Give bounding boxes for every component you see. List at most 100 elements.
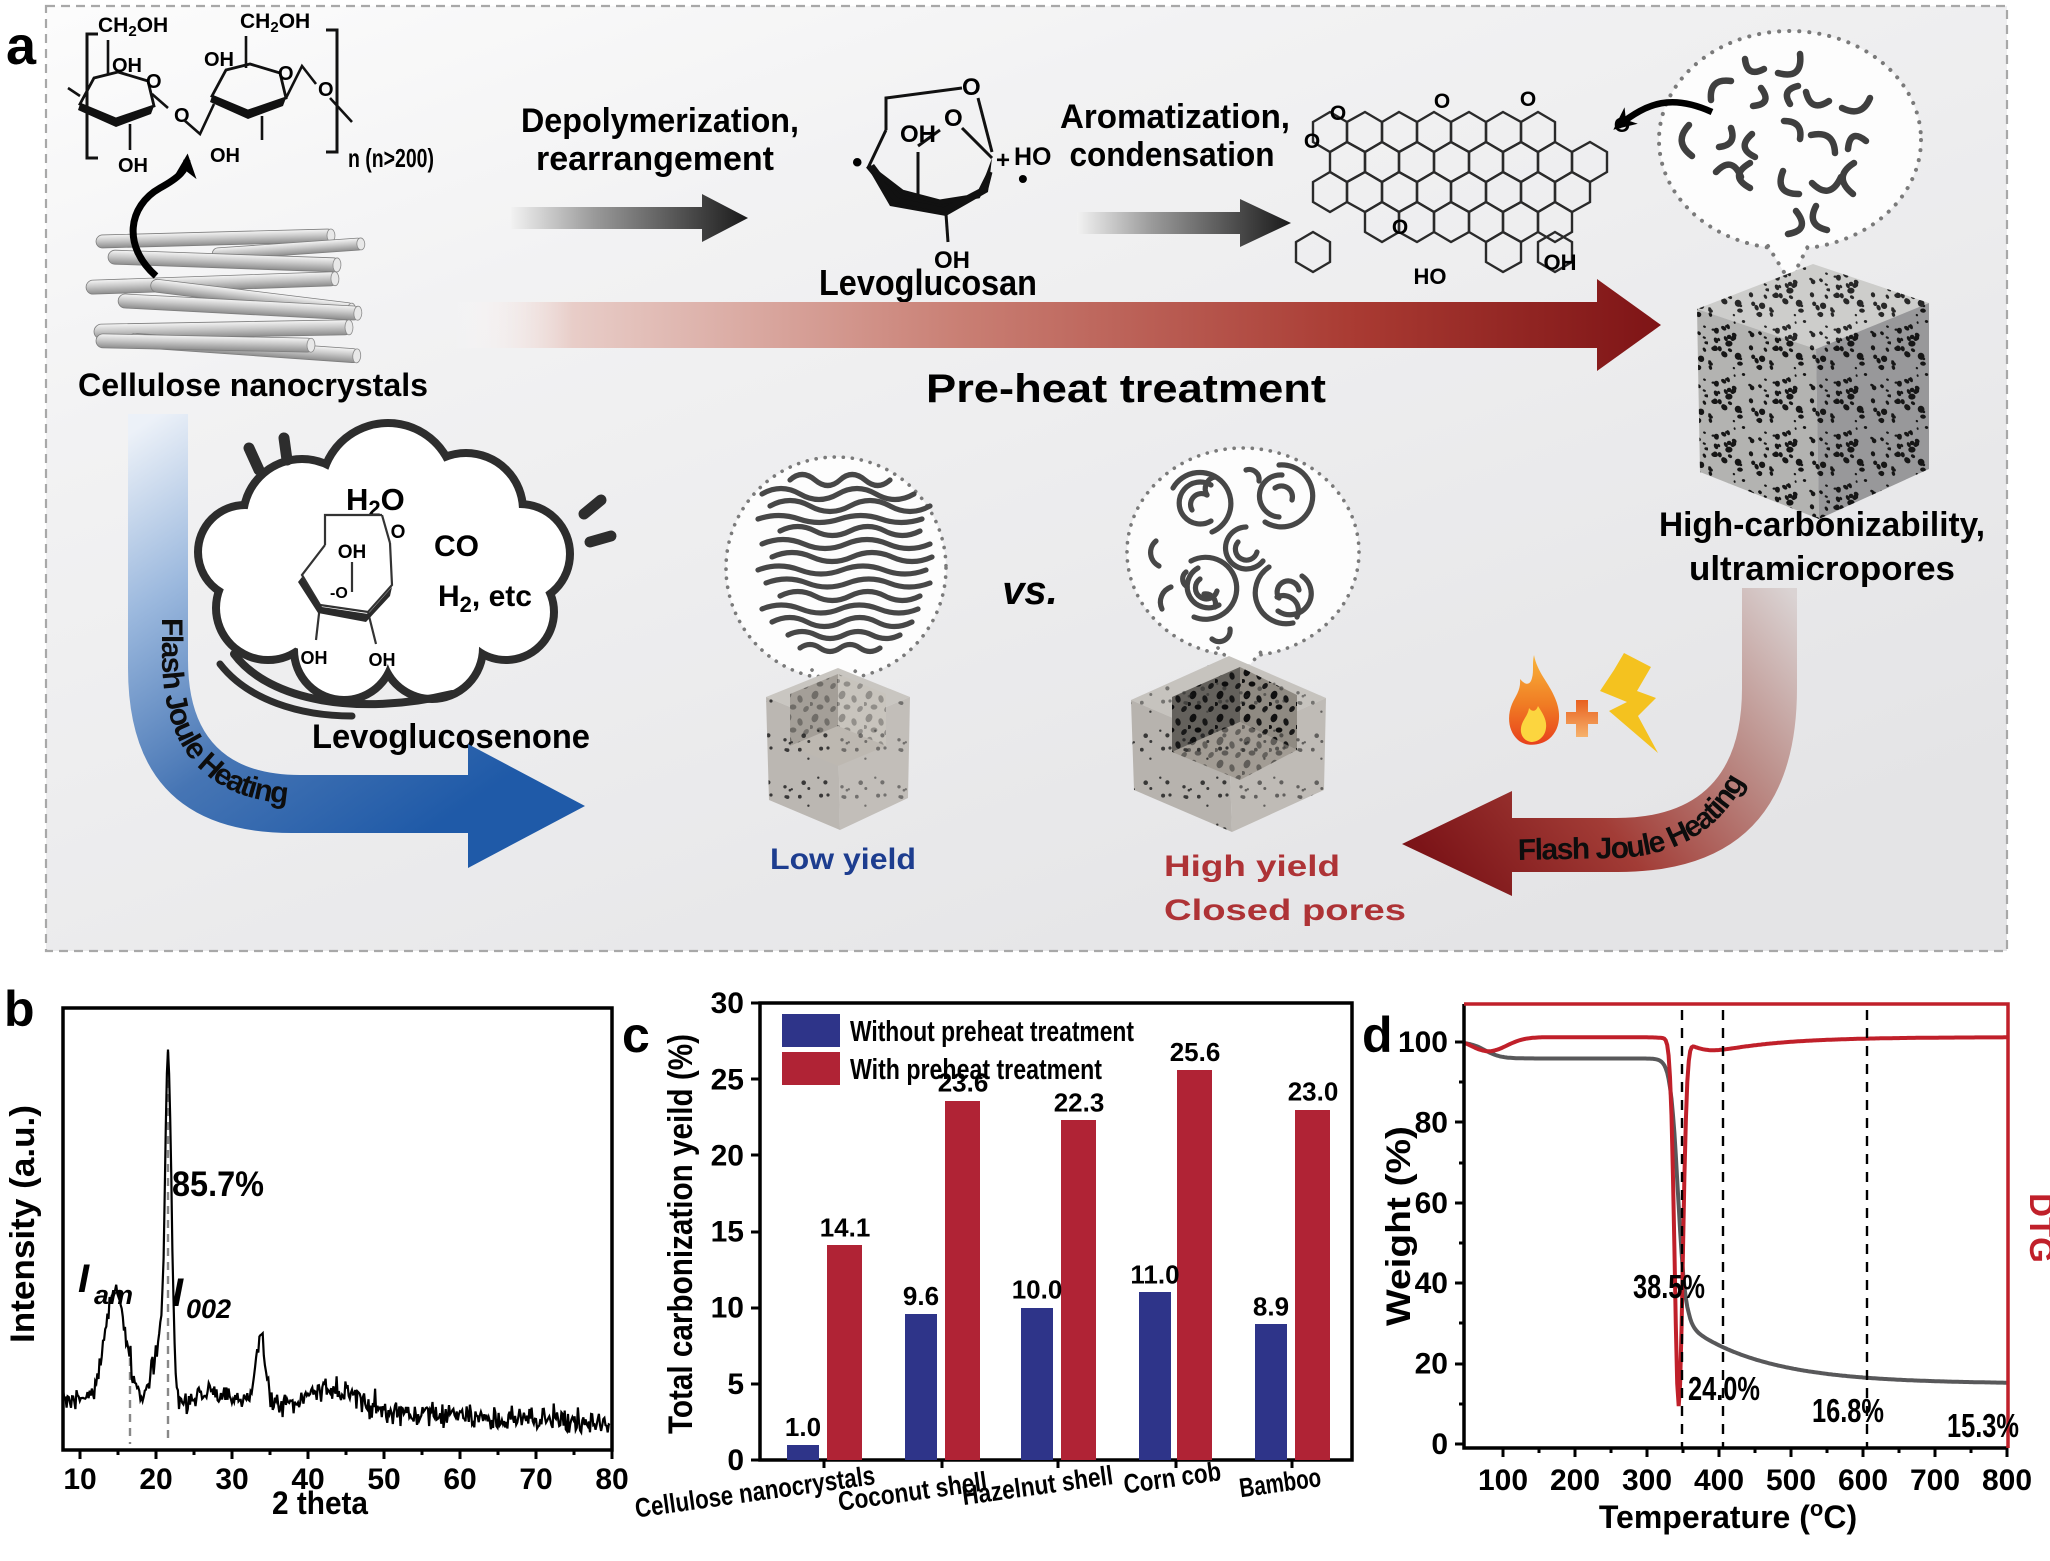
svg-text:O: O xyxy=(944,105,963,132)
svg-text:100: 100 xyxy=(1478,1464,1528,1497)
svg-text:Levoglucosenone: Levoglucosenone xyxy=(312,718,590,756)
svg-text:•: • xyxy=(852,146,863,179)
svg-text:16.8%: 16.8% xyxy=(1812,1392,1884,1429)
svg-text:OH: OH xyxy=(1544,250,1577,275)
svg-text:200: 200 xyxy=(1550,1464,1600,1497)
svg-text:1.0: 1.0 xyxy=(785,1412,821,1442)
svg-text:+: + xyxy=(996,147,1010,174)
svg-text:am: am xyxy=(94,1280,133,1310)
svg-text:Without preheat treatment: Without preheat treatment xyxy=(850,1016,1134,1048)
svg-text:OH: OH xyxy=(112,55,142,77)
svg-text:700: 700 xyxy=(1910,1464,1960,1497)
svg-text:OH: OH xyxy=(338,542,367,563)
svg-text:n (n>200): n (n>200) xyxy=(348,143,434,173)
svg-text:80: 80 xyxy=(1415,1106,1448,1139)
svg-text:25: 25 xyxy=(711,1063,744,1096)
svg-text:OH: OH xyxy=(118,155,148,177)
svg-text:Depolymerization,: Depolymerization, xyxy=(521,102,799,140)
svg-text:O: O xyxy=(1392,216,1408,239)
svg-text:High-carbonizability,: High-carbonizability, xyxy=(1659,506,1985,544)
svg-text:OH: OH xyxy=(301,648,328,668)
svg-text:I: I xyxy=(172,1271,184,1315)
svg-text:vs.: vs. xyxy=(1002,569,1058,613)
svg-text:38.5%: 38.5% xyxy=(1633,1268,1705,1305)
svg-text:85.7%: 85.7% xyxy=(172,1165,264,1204)
svg-text:O: O xyxy=(146,71,162,93)
svg-text:9.6: 9.6 xyxy=(903,1281,939,1311)
svg-text:b: b xyxy=(4,981,35,1037)
svg-text:O: O xyxy=(391,522,406,543)
svg-text:8.9: 8.9 xyxy=(1253,1291,1289,1321)
svg-text:HO: HO xyxy=(1014,143,1052,171)
svg-text:0: 0 xyxy=(1431,1428,1448,1461)
svg-text:500: 500 xyxy=(1766,1464,1816,1497)
svg-text:10.0: 10.0 xyxy=(1012,1275,1063,1305)
svg-text:5: 5 xyxy=(727,1368,744,1401)
svg-text:CH2OH: CH2OH xyxy=(98,14,168,40)
svg-text:Weight (%): Weight (%) xyxy=(1380,1126,1418,1326)
svg-text:14.1: 14.1 xyxy=(820,1212,871,1242)
svg-text:60: 60 xyxy=(1415,1187,1448,1220)
svg-text:O: O xyxy=(1330,102,1346,125)
svg-text:Cellulose nanocrystals: Cellulose nanocrystals xyxy=(78,367,428,403)
svg-text:800: 800 xyxy=(1982,1464,2032,1497)
svg-text:O: O xyxy=(1434,90,1450,113)
svg-text:11.0: 11.0 xyxy=(1130,1259,1179,1289)
svg-text:H2, etc: H2, etc xyxy=(438,580,532,617)
svg-text:rearrangement: rearrangement xyxy=(536,140,774,178)
svg-text:40: 40 xyxy=(291,1463,324,1496)
svg-text:d: d xyxy=(1362,1007,1393,1063)
svg-text:15: 15 xyxy=(711,1216,744,1249)
svg-text:10: 10 xyxy=(63,1463,96,1496)
svg-text:Pre-heat treatment: Pre-heat treatment xyxy=(926,367,1326,411)
svg-text:100: 100 xyxy=(1398,1026,1448,1059)
svg-text:O: O xyxy=(278,63,294,85)
svg-text:c: c xyxy=(622,1007,650,1063)
svg-text:O: O xyxy=(1304,130,1320,153)
svg-text:-O: -O xyxy=(330,585,348,602)
svg-text:OH: OH xyxy=(369,650,396,670)
svg-text:25.6: 25.6 xyxy=(1170,1037,1221,1067)
svg-text:DTG: DTG xyxy=(2023,1193,2050,1263)
svg-text:600: 600 xyxy=(1838,1464,1888,1497)
svg-text:20: 20 xyxy=(1415,1348,1448,1381)
svg-text:15.3%: 15.3% xyxy=(1947,1407,2019,1444)
svg-text:Intensity (a.u.): Intensity (a.u.) xyxy=(4,1105,42,1343)
svg-text:70: 70 xyxy=(519,1463,552,1496)
svg-text:30: 30 xyxy=(711,987,744,1020)
svg-text:CO: CO xyxy=(434,530,479,563)
svg-text:Low yield: Low yield xyxy=(770,843,916,876)
svg-text:With preheat treatment: With preheat treatment xyxy=(850,1054,1102,1086)
svg-text:23.0: 23.0 xyxy=(1288,1077,1339,1107)
svg-text:60: 60 xyxy=(443,1463,476,1496)
svg-text:50: 50 xyxy=(367,1463,400,1496)
svg-text:300: 300 xyxy=(1622,1464,1672,1497)
svg-text:OH: OH xyxy=(204,49,234,71)
svg-text:OH: OH xyxy=(210,145,240,167)
svg-text:80: 80 xyxy=(595,1463,628,1496)
svg-text:condensation: condensation xyxy=(1070,136,1275,174)
svg-text:OH: OH xyxy=(900,121,936,148)
svg-text:HO: HO xyxy=(1414,264,1447,289)
svg-text:Total carbonization yeild (%): Total carbonization yeild (%) xyxy=(662,1034,700,1434)
svg-text:20: 20 xyxy=(711,1139,744,1172)
svg-text:Closed pores: Closed pores xyxy=(1164,894,1406,927)
svg-text:2 theta: 2 theta xyxy=(272,1485,368,1521)
svg-text:002: 002 xyxy=(186,1294,231,1324)
svg-text:10: 10 xyxy=(711,1292,744,1325)
svg-text:OH: OH xyxy=(934,247,970,274)
svg-text:24.0%: 24.0% xyxy=(1688,1370,1760,1407)
svg-text:40: 40 xyxy=(1415,1267,1448,1300)
svg-text:•: • xyxy=(1018,163,1028,194)
svg-text:High yield: High yield xyxy=(1164,850,1340,883)
svg-text:ultramicropores: ultramicropores xyxy=(1689,550,1955,588)
svg-text:400: 400 xyxy=(1694,1464,1744,1497)
svg-text:22.3: 22.3 xyxy=(1054,1087,1105,1117)
svg-text:Aromatization,: Aromatization, xyxy=(1060,98,1290,136)
svg-text:0: 0 xyxy=(727,1444,744,1477)
svg-text:Levoglucosan: Levoglucosan xyxy=(819,262,1037,303)
svg-text:I: I xyxy=(78,1257,90,1301)
svg-text:a: a xyxy=(6,16,37,76)
svg-text:23.6: 23.6 xyxy=(938,1068,989,1098)
svg-text:O: O xyxy=(1520,88,1536,111)
